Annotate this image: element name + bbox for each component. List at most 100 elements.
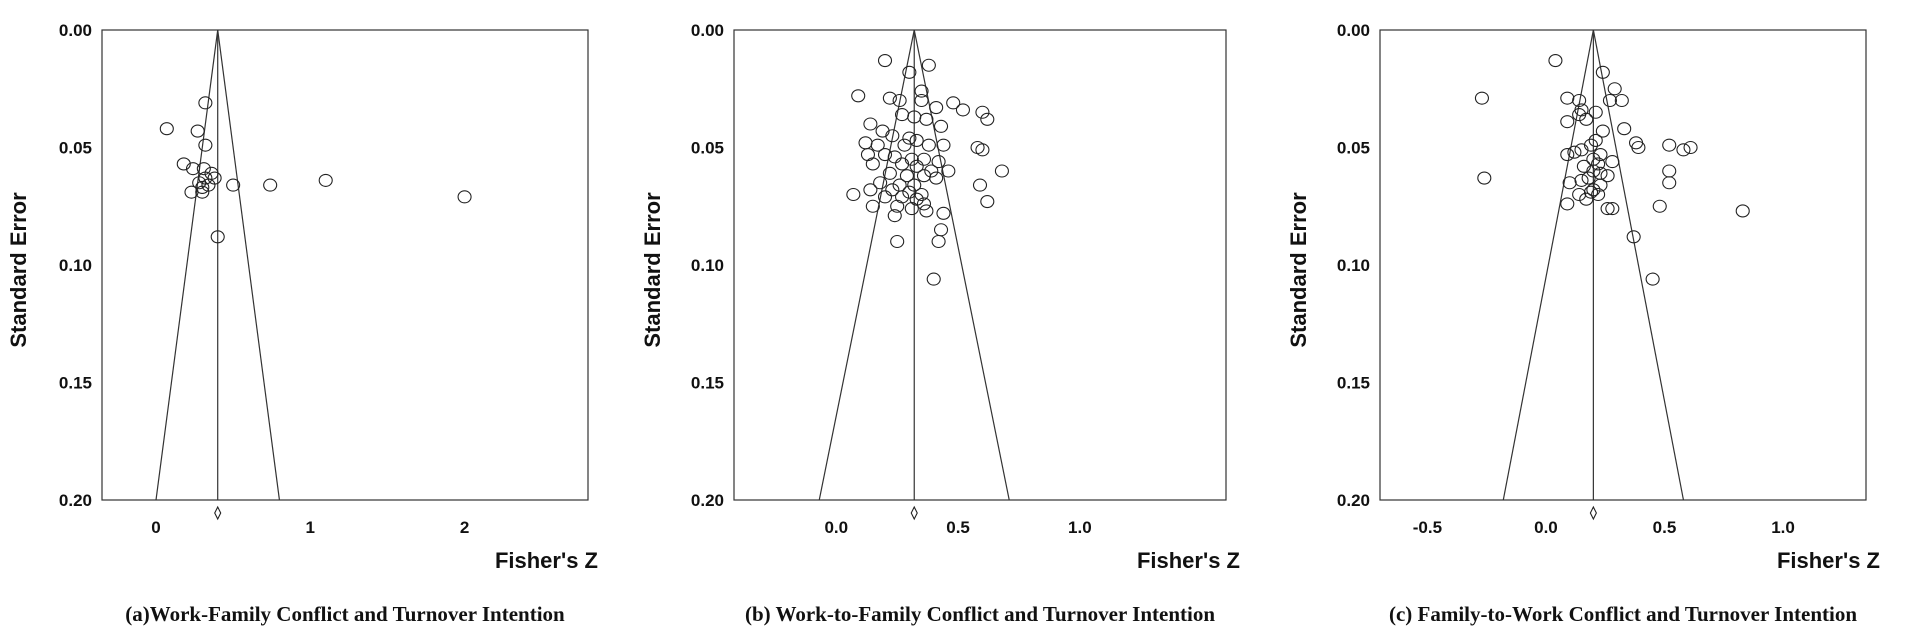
study-point [1631, 140, 1646, 155]
study-point [887, 209, 902, 223]
study-point [909, 159, 924, 173]
study-point [955, 103, 971, 117]
pooled-effect-diamond [214, 505, 222, 521]
y-tick-label: 0.05 [59, 139, 92, 158]
y-tick-label: 0.15 [691, 374, 724, 393]
study-point [882, 166, 897, 180]
y-axis-title: Standard Error [1286, 192, 1311, 348]
study-point [933, 119, 949, 133]
study-point [1593, 148, 1608, 162]
x-tick-label: -0.5 [1413, 518, 1442, 537]
x-tick-label: 0 [151, 518, 160, 537]
study-point [929, 101, 944, 115]
study-point [931, 155, 946, 169]
study-point [899, 169, 914, 183]
study-point [1583, 138, 1599, 152]
study-point [198, 96, 213, 110]
study-point [457, 190, 472, 204]
study-point [1572, 108, 1587, 122]
study-point [897, 138, 912, 152]
funnel-right-line [217, 29, 281, 501]
study-point [975, 143, 990, 157]
study-point [1593, 178, 1608, 192]
y-tick-label: 0.15 [59, 374, 92, 393]
study-point [210, 230, 225, 244]
study-point [1600, 202, 1615, 216]
study-point [1574, 143, 1589, 157]
x-axis-title: Fisher's Z [495, 548, 598, 573]
study-point [1626, 230, 1641, 244]
x-axis-title: Fisher's Z [1777, 548, 1880, 573]
study-point [885, 129, 900, 143]
funnel-plot-panel-3: 0.00 0.05 0.10 0.15 0.20 -0.5 0.0 0.5 1.0 Standar… [1286, 21, 1880, 626]
study-point [870, 138, 885, 152]
study-point [1735, 204, 1750, 218]
study-point [914, 84, 929, 98]
study-point [926, 272, 941, 286]
panel-caption: (a)Work-Family Conflict and Turnover Int… [125, 602, 565, 626]
study-point [226, 178, 241, 192]
study-point [1560, 91, 1575, 105]
study-point [195, 185, 210, 199]
study-point [1562, 176, 1577, 190]
x-tick-label: 0.5 [1653, 518, 1677, 537]
study-point [909, 133, 924, 147]
funnel-left-line [155, 29, 219, 501]
study-point [919, 112, 934, 126]
study-point [921, 138, 936, 152]
study-point [946, 96, 961, 110]
study-point [916, 169, 932, 183]
study-point [929, 171, 944, 185]
study-point [941, 164, 956, 178]
study-point [875, 124, 890, 138]
x-tick-label: 0.5 [946, 518, 970, 537]
study-point [890, 234, 905, 249]
study-point [1576, 159, 1591, 173]
study-point [885, 183, 900, 197]
study-point [1602, 93, 1618, 108]
study-point [933, 223, 949, 237]
study-point [1605, 155, 1620, 169]
x-tick-label: 0.0 [1534, 518, 1558, 537]
study-point [1676, 143, 1691, 157]
study-point [1560, 148, 1575, 162]
study-point [190, 124, 205, 138]
y-axis-title: Standard Error [640, 192, 665, 348]
study-point [1560, 115, 1575, 129]
funnel-left-line [1502, 29, 1594, 501]
study-point [865, 199, 880, 213]
study-point [1579, 112, 1594, 126]
study-point [1474, 91, 1489, 105]
y-tick-label: 0.20 [691, 491, 724, 510]
study-point [919, 204, 934, 218]
study-point [902, 65, 917, 79]
study-point [890, 199, 905, 213]
study-point [176, 157, 191, 171]
study-point [1588, 133, 1603, 147]
study-point [895, 157, 910, 171]
y-tick-label: 0.00 [59, 21, 92, 40]
plot-frame [733, 29, 1227, 501]
study-point [1652, 199, 1667, 213]
study-point [924, 164, 939, 178]
study-point [858, 136, 873, 150]
study-point [1572, 93, 1587, 108]
study-point [1591, 157, 1606, 171]
study-point [865, 157, 880, 171]
x-tick-label: 1.0 [1068, 518, 1092, 537]
study-point [863, 117, 878, 131]
funnel-left-line [818, 29, 915, 501]
study-point [921, 58, 936, 72]
study-point [980, 195, 995, 209]
panel-caption: (c) Family-to-Work Conflict and Turnover… [1389, 602, 1857, 626]
study-point [860, 148, 876, 162]
study-point [914, 93, 929, 108]
study-point [196, 162, 211, 176]
study-point [936, 138, 951, 152]
y-tick-label: 0.15 [1337, 374, 1370, 393]
pooled-effect-diamond [1589, 505, 1597, 521]
y-tick-label: 0.00 [1337, 21, 1370, 40]
x-tick-label: 0.0 [824, 518, 848, 537]
study-point [972, 178, 988, 192]
